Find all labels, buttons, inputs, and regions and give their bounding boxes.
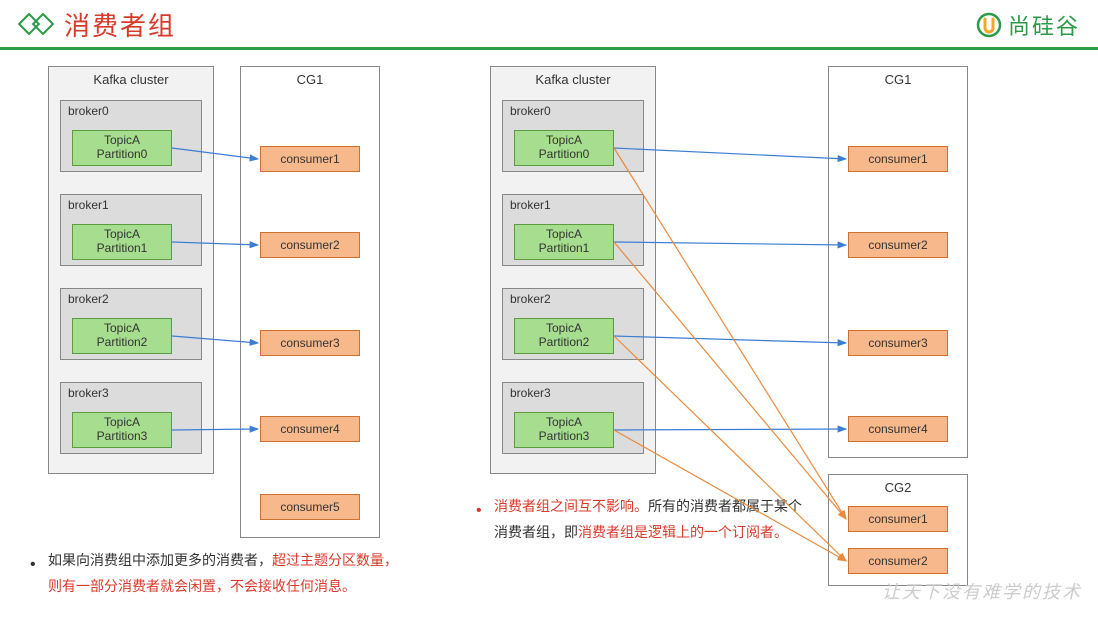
left-cg1-title: CG1 [240,72,380,87]
diamond-icon [18,11,54,39]
right-cg1-consumer-1: consumer2 [848,232,948,258]
header-divider [0,47,1098,50]
right-cg1-consumer-3: consumer4 [848,416,948,442]
right-cg1-title: CG1 [828,72,968,87]
right-broker-label-1: broker1 [510,198,630,212]
left-partition-1: TopicAPartition1 [72,224,172,260]
right-cg2-consumer-1: consumer2 [848,548,948,574]
left-broker-label-3: broker3 [68,386,188,400]
diagram-stage: Kafka cluster CG1 broker0 TopicAPartition0 b… [0,58,1098,618]
left-cg1 [240,66,380,538]
left-consumer-0: consumer1 [260,146,360,172]
brand-text: 尚硅谷 [1008,9,1080,41]
right-cg2-consumer-0: consumer1 [848,506,948,532]
right-cg2-title: CG2 [828,480,968,495]
left-consumer-2: consumer3 [260,330,360,356]
left-note: •如果向消费组中添加更多的消费者，超过主题分区数量，则有一部分消费者就会闲置，不… [48,548,408,600]
right-broker-label-2: broker2 [510,292,630,306]
right-partition-3: TopicAPartition3 [514,412,614,448]
watermark: 让天下没有难学的技术 [882,578,1082,604]
page-title: 消费者组 [64,6,176,43]
left-consumer-3: consumer4 [260,416,360,442]
right-partition-0: TopicAPartition0 [514,130,614,166]
header: 消费者组 尚硅谷 [0,0,1098,47]
right-cg1 [828,66,968,458]
left-partition-3: TopicAPartition3 [72,412,172,448]
left-partition-2: TopicAPartition2 [72,318,172,354]
left-consumer-1: consumer2 [260,232,360,258]
right-cg1-consumer-0: consumer1 [848,146,948,172]
left-cluster-title: Kafka cluster [48,72,214,87]
right-partition-1: TopicAPartition1 [514,224,614,260]
right-note: •消费者组之间互不影响。所有的消费者都属于某个消费者组，即消费者组是逻辑上的一个… [494,494,804,546]
right-broker-label-0: broker0 [510,104,630,118]
left-consumer-4: consumer5 [260,494,360,520]
left-broker-label-0: broker0 [68,104,188,118]
right-cg1-consumer-2: consumer3 [848,330,948,356]
left-broker-label-2: broker2 [68,292,188,306]
left-broker-label-1: broker1 [68,198,188,212]
brand-icon [976,12,1002,38]
right-broker-label-3: broker3 [510,386,630,400]
right-cluster-title: Kafka cluster [490,72,656,87]
brand: 尚硅谷 [976,9,1080,41]
left-partition-0: TopicAPartition0 [72,130,172,166]
header-left: 消费者组 [18,6,176,43]
right-partition-2: TopicAPartition2 [514,318,614,354]
